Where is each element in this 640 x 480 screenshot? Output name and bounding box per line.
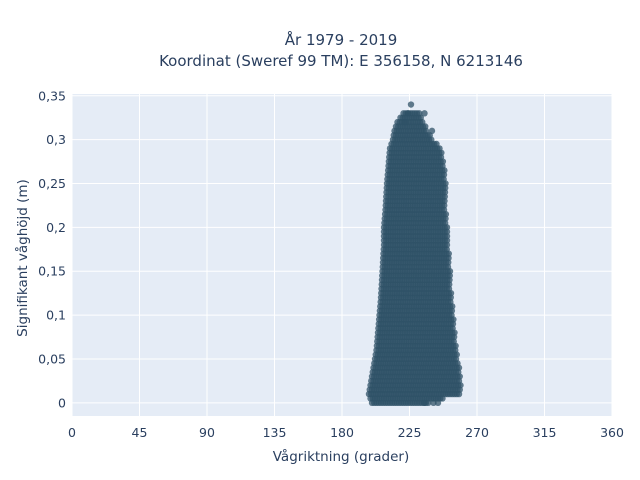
x-tick-label: 225: [398, 425, 422, 440]
data-point: [421, 399, 428, 407]
y-tick-labels: 0 0,05 0,1 0,15 0,2 0,25 0,3 0,35: [38, 88, 66, 410]
data-point: [434, 399, 442, 407]
data-points: [365, 101, 464, 407]
x-tick-label: 0: [68, 425, 76, 440]
y-tick-label: 0,15: [38, 264, 66, 279]
y-axis-title: Signifikant våghöjd (m): [14, 179, 31, 337]
data-point: [421, 110, 428, 117]
x-tick-label: 45: [132, 425, 148, 440]
data-point: [401, 118, 409, 126]
y-tick-label: 0,1: [46, 308, 66, 323]
x-tick-label: 180: [330, 425, 354, 440]
data-point: [428, 127, 436, 135]
data-point: [416, 110, 423, 117]
x-tick-label: 270: [465, 425, 489, 440]
y-tick-label: 0: [58, 395, 66, 410]
y-tick-label: 0,05: [38, 351, 66, 366]
chart-subtitle: Koordinat (Sweref 99 TM): E 356158, N 62…: [159, 52, 523, 70]
x-tick-label: 135: [263, 425, 287, 440]
y-tick-label: 0,2: [46, 220, 66, 235]
data-point: [407, 101, 415, 108]
x-tick-label: 315: [533, 425, 557, 440]
y-tick-label: 0,25: [38, 176, 66, 191]
y-tick-label: 0,35: [38, 88, 66, 103]
x-axis-title: Vågriktning (grader): [273, 448, 410, 465]
data-point: [404, 110, 412, 117]
y-tick-label: 0,3: [46, 132, 66, 147]
y-gridlines: [72, 95, 612, 404]
data-point: [430, 399, 437, 407]
data-point: [433, 140, 440, 148]
x-tick-labels: 0 45 90 135 180 225 270 315 360: [68, 425, 624, 440]
x-tick-label: 90: [199, 425, 215, 440]
chart-title: År 1979 - 2019: [285, 30, 398, 49]
x-tick-label: 360: [600, 425, 624, 440]
